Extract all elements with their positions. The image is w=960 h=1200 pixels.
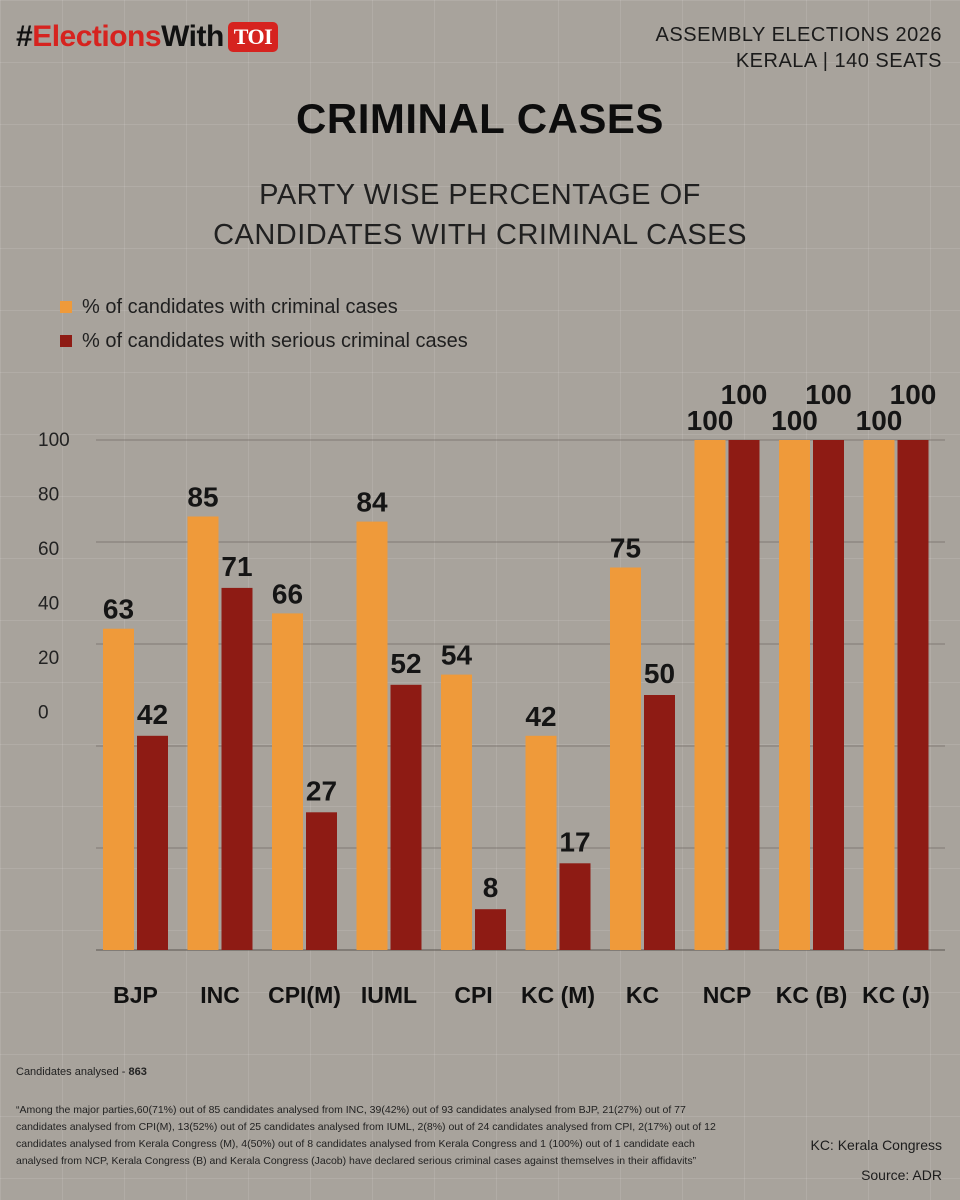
bar-serious [644,695,675,950]
bar-criminal [863,440,895,950]
data-label: 100 [721,379,768,410]
category-label: KC (M) [521,982,595,1008]
y-tick-label: 40 [38,594,59,615]
legend-item-criminal: % of candidates with criminal cases [60,290,468,324]
data-label: 27 [306,775,337,806]
y-tick-label: 20 [38,648,59,669]
data-label: 100 [687,405,734,436]
chart-subtitle: PARTY WISE PERCENTAGE OF CANDIDATES WITH… [140,175,820,255]
bar-serious [475,909,506,950]
bar-serious [137,735,168,950]
category-label: IUML [361,982,417,1008]
data-label: 17 [559,826,590,857]
y-tick-label: 100 [38,430,70,451]
footer-notes: KC: Kerala Congress Source: ADR [810,1130,942,1190]
data-label: 50 [644,658,675,689]
category-label: KC (J) [862,982,930,1008]
y-tick-label: 60 [38,539,59,560]
legend-swatch-criminal [60,301,72,313]
data-label: 52 [390,648,421,679]
data-label: 42 [137,699,168,730]
category-label: CPI(M) [268,982,341,1008]
legend-swatch-serious [60,335,72,347]
category-label: INC [200,982,240,1008]
bar-serious [390,684,422,950]
election-info: ASSEMBLY ELECTIONS 2026 KERALA | 140 SEA… [656,22,942,74]
category-label: CPI [454,982,492,1008]
toi-badge: TOI [227,22,279,52]
data-label: 85 [187,482,218,513]
category-label: KC (B) [776,982,848,1008]
data-label: 100 [805,379,852,410]
data-label: 100 [890,379,937,410]
data-label: 8 [483,872,499,903]
bar-criminal [103,628,134,950]
data-label: 84 [356,487,388,518]
bar-criminal [187,516,219,950]
bar-criminal [356,521,388,950]
category-label: KC [626,982,659,1008]
election-title: ASSEMBLY ELECTIONS 2026 [655,24,942,46]
brand-with: With [161,20,224,53]
data-label: 42 [525,701,556,732]
bar-criminal [441,674,472,950]
data-label: 63 [103,594,134,625]
footnote-quote: “Among the major parties,60(71%) out of … [16,1104,716,1167]
page-title: CRIMINAL CASES [296,95,664,142]
data-label: 54 [441,640,473,671]
brand-hash: # [16,20,33,53]
bar-serious [306,812,337,950]
data-label: 75 [610,533,641,564]
subtitle-line-2: CANDIDATES WITH CRIMINAL CASES [213,219,747,251]
bar-chart: 100 80 60 40 20 0 63 42 BJP 85 71 INC 66 27 CPI(M) 84 52… [38,379,945,1008]
bar-serious [813,440,844,950]
data-label: 71 [221,551,252,582]
bar-serious [559,863,591,950]
data-label: 100 [856,405,903,436]
bar-criminal [694,440,726,950]
y-tick-label: 80 [38,485,59,506]
bar-criminal [272,613,303,950]
data-label: 100 [771,405,818,436]
subtitle-line-1: PARTY WISE PERCENTAGE OF [259,179,701,211]
legend-item-serious: % of candidates with serious criminal ca… [60,324,468,358]
bar-serious [897,440,929,950]
candidates-analysed-value: 863 [128,1066,147,1078]
bar-serious [728,440,760,950]
bar-criminal [779,440,810,950]
brand-elections: Elections [32,20,162,53]
category-label: BJP [113,982,158,1008]
candidates-analysed-label: Candidates analysed - [16,1066,129,1078]
source-note: Source: ADR [861,1167,942,1183]
legend-label-serious: % of candidates with serious criminal ca… [82,329,468,352]
data-label: 66 [272,578,303,609]
brand-logo: # Elections With TOI [16,20,279,54]
candidates-analysed: Candidates analysed - 863 [16,1066,147,1078]
bar-criminal [610,567,641,950]
bar-criminal [525,735,557,950]
legend-label-criminal: % of candidates with criminal cases [82,295,398,318]
kc-note: KC: Kerala Congress [810,1137,942,1153]
chart-legend: % of candidates with criminal cases % of… [60,290,468,358]
y-tick-label: 0 [38,703,49,724]
election-seats: KERALA | 140 SEATS [735,50,942,72]
category-label: NCP [703,982,752,1008]
bar-serious [221,587,253,950]
